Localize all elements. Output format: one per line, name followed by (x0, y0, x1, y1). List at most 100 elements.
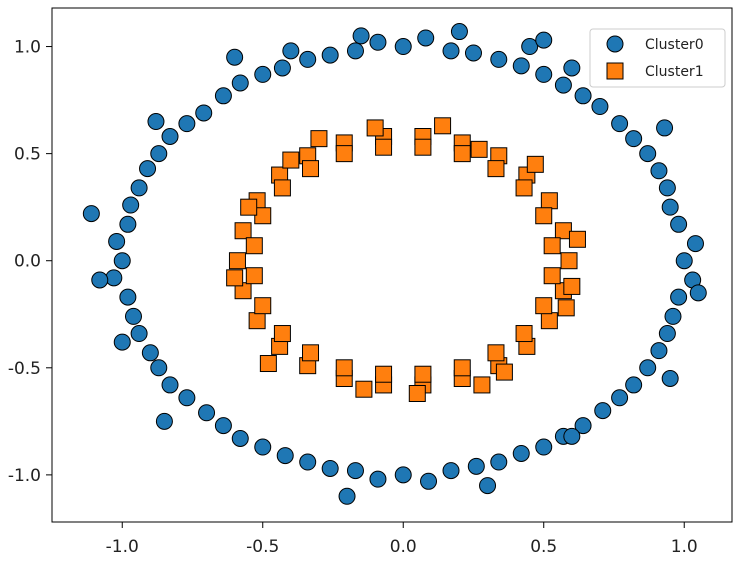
legend-marker-cluster1 (606, 62, 624, 80)
x-tick-label: 1.0 (671, 537, 698, 557)
cluster0-point (195, 104, 213, 122)
cluster0-point (658, 325, 676, 343)
cluster0-point (661, 198, 679, 216)
cluster1-point (535, 207, 553, 225)
cluster0-point (670, 288, 688, 306)
cluster1-point (375, 365, 393, 383)
cluster0-point (105, 269, 123, 287)
cluster0-point (299, 50, 317, 68)
cluster0-point (394, 466, 412, 484)
y-tick-label: -1.0 (8, 466, 41, 486)
cluster1-point (366, 119, 384, 137)
cluster1-point (563, 277, 581, 295)
cluster1-point (234, 222, 252, 240)
cluster0-point (231, 429, 249, 447)
cluster0-point (369, 33, 387, 51)
cluster0-point (214, 417, 232, 435)
cluster0-point (91, 271, 109, 289)
cluster0-point (554, 76, 572, 94)
cluster0-point (563, 427, 581, 445)
cluster0-point (490, 50, 508, 68)
x-tick-label: 0.0 (390, 537, 417, 557)
cluster0-point (155, 412, 173, 430)
cluster0-point (658, 179, 676, 197)
points-layer (82, 23, 707, 505)
cluster0-point (625, 130, 643, 148)
cluster0-point (464, 44, 482, 62)
y-axis: 1.0 0.5 0.0 -0.5 -1.0 (8, 38, 52, 486)
cluster1-point (560, 252, 578, 270)
cluster0-point (147, 113, 165, 131)
cluster0-point (574, 87, 592, 105)
cluster0-point (490, 453, 508, 471)
cluster0-point (535, 438, 553, 456)
cluster1-point (557, 299, 575, 317)
cluster0-point (656, 119, 674, 137)
cluster0-point (299, 453, 317, 471)
cluster1-point (554, 222, 572, 240)
cluster0-point (113, 333, 131, 351)
cluster1-point (245, 267, 263, 285)
cluster0-point (150, 359, 168, 377)
cluster1-point (543, 267, 561, 285)
legend-label: Cluster0 (645, 37, 704, 53)
cluster0-point (122, 196, 140, 214)
cluster0-point (650, 162, 668, 180)
cluster0-point (346, 42, 364, 60)
cluster0-point (574, 417, 592, 435)
plot-area (82, 23, 707, 505)
cluster1-point (515, 179, 533, 197)
cluster0-point (639, 145, 657, 163)
x-tick-label: 0.5 (530, 537, 557, 557)
cluster0-point (139, 160, 157, 178)
cluster0-point (113, 252, 131, 270)
cluster0-point (178, 115, 196, 133)
y-tick-label: 0.0 (14, 252, 41, 272)
cluster0-point (442, 462, 460, 480)
cluster0-point (231, 74, 249, 92)
cluster0-point (661, 370, 679, 388)
cluster0-point (512, 57, 530, 75)
cluster1-point (453, 359, 471, 377)
cluster1-point (282, 151, 300, 169)
cluster0-point (611, 389, 629, 407)
cluster0-point (150, 145, 168, 163)
cluster0-point (535, 31, 553, 49)
cluster0-point (276, 447, 294, 465)
cluster1-point (375, 138, 393, 156)
cluster0-point (639, 359, 657, 377)
cluster1-point (487, 344, 505, 362)
cluster1-point (487, 160, 505, 178)
cluster0-point (282, 42, 300, 60)
x-axis: -1.0 -0.5 0.0 0.5 1.0 (106, 522, 698, 557)
cluster0-point (178, 389, 196, 407)
cluster0-point (198, 404, 216, 422)
cluster1-point (254, 297, 272, 315)
cluster0-point (625, 376, 643, 394)
cluster0-point (338, 487, 356, 505)
cluster0-point (346, 462, 364, 480)
cluster1-point (414, 365, 432, 383)
axes-frame (51, 7, 733, 523)
cluster0-point (650, 342, 668, 360)
cluster1-point (335, 145, 353, 163)
cluster1-point (535, 297, 553, 315)
cluster1-point (526, 155, 544, 173)
cluster1-point (273, 179, 291, 197)
cluster0-point (442, 42, 460, 60)
x-tick-label: -0.5 (246, 537, 279, 557)
y-tick-label: 0.5 (14, 145, 41, 165)
cluster1-point (473, 376, 491, 394)
cluster0-point (686, 235, 704, 253)
cluster0-point (214, 87, 232, 105)
cluster0-point (591, 98, 609, 116)
cluster1-point (310, 130, 328, 148)
cluster0-point (479, 477, 497, 495)
cluster0-point (254, 438, 272, 456)
legend-marker-cluster0 (606, 35, 624, 53)
cluster1-point (254, 207, 272, 225)
cluster1-point (540, 312, 558, 330)
cluster1-point (228, 252, 246, 270)
cluster0-point (321, 46, 339, 64)
cluster1-point (543, 237, 561, 255)
